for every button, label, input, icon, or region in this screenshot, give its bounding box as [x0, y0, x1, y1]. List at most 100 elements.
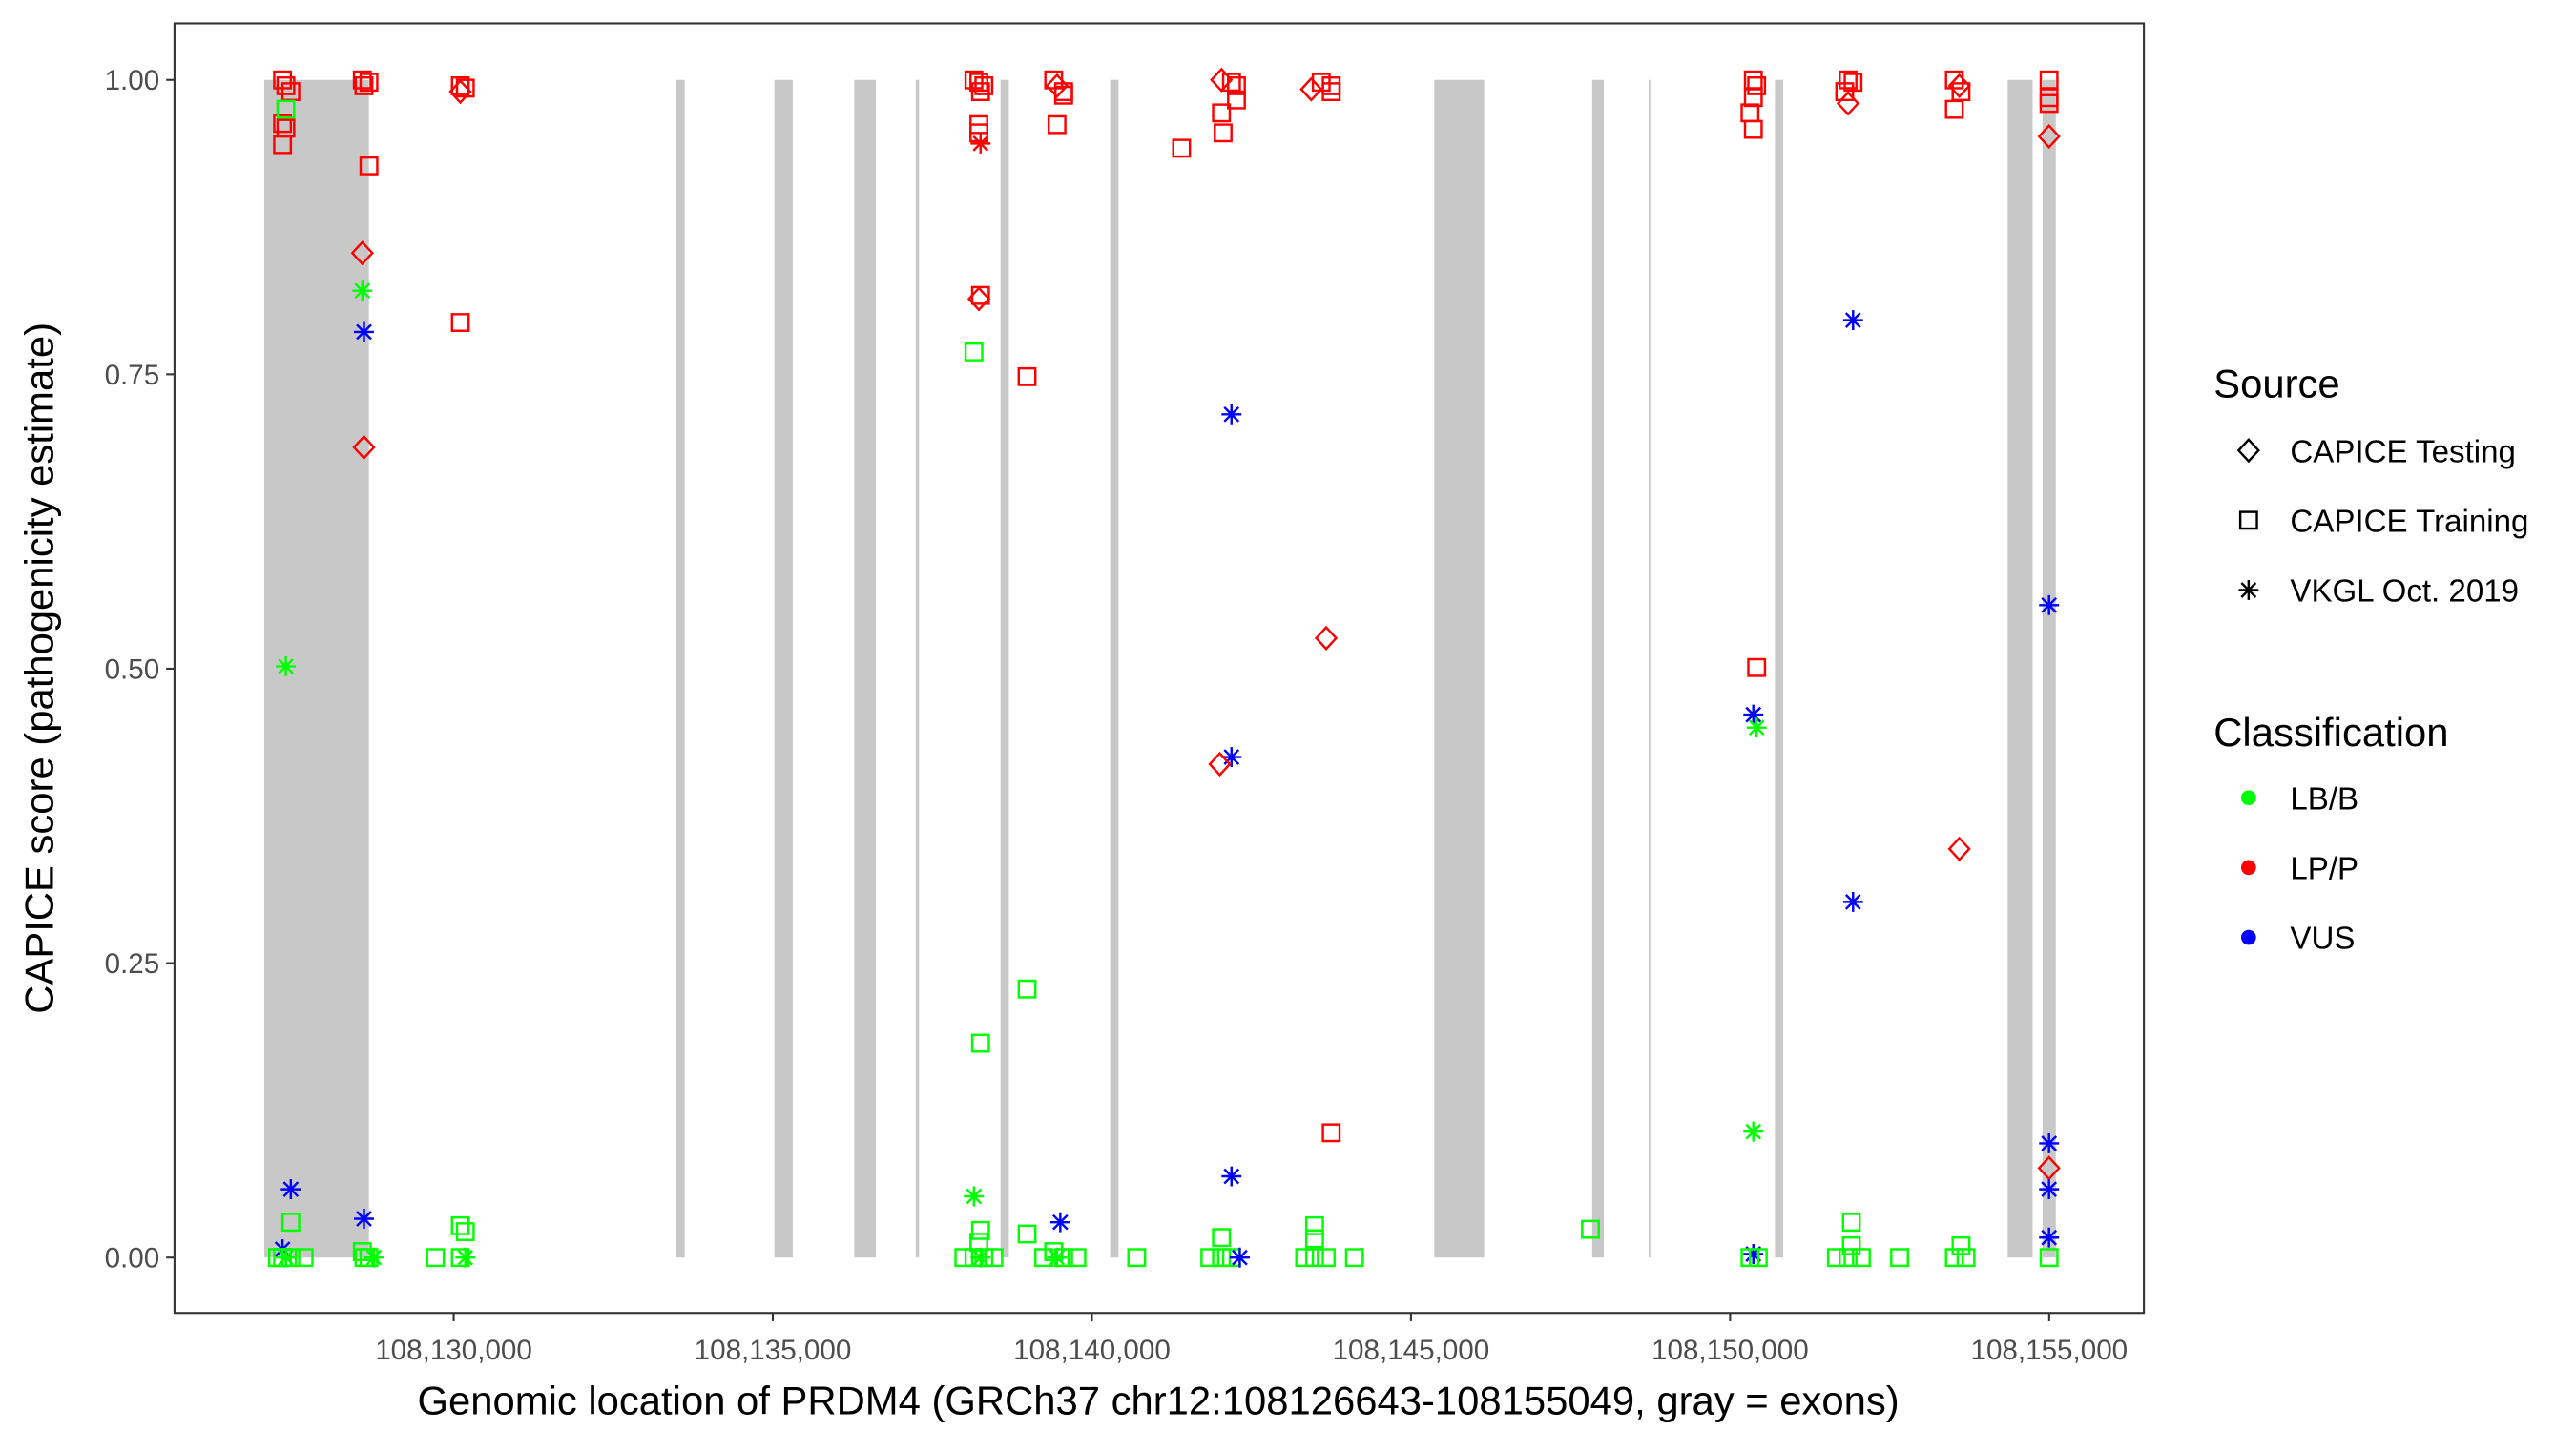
legend-square-icon: [2238, 510, 2258, 530]
point-diamond-lp-p: [352, 434, 376, 461]
point-square-lb-b: [352, 1242, 372, 1261]
point-asterisk-vus: [2039, 1227, 2060, 1248]
point-diamond-lp-p: [1045, 73, 1069, 99]
x-tick-label: 108,140,000: [1013, 1335, 1171, 1366]
exon-band: [915, 79, 920, 1258]
point-asterisk-vus: [1221, 1166, 1242, 1187]
point-square-lb-b: [1127, 1248, 1147, 1268]
point-square-lp-p: [1212, 103, 1232, 123]
exon-band: [1110, 79, 1119, 1258]
x-axis-ticks: 108,130,000 108,135,000 108,140,000 108,145…: [375, 1313, 2128, 1366]
point-asterisk-vus: [2039, 1179, 2060, 1200]
point-square-lb-b: [1053, 1248, 1073, 1268]
legend-source: Source CAPICE Testing CAPICE Training VKGL…: [2213, 361, 2528, 609]
point-square-lb-b: [974, 1248, 994, 1268]
point-square-lb-b: [1944, 1248, 1964, 1268]
point-square-lb-b: [276, 99, 296, 119]
point-square-lp-p: [970, 82, 990, 102]
point-square-lp-p: [450, 75, 470, 95]
point-square-lb-b: [1304, 1248, 1324, 1268]
point-square-lb-b: [1295, 1248, 1315, 1268]
legend-source-label: CAPICE Training: [2290, 505, 2528, 540]
point-diamond-lp-p: [350, 240, 374, 266]
point-square-lp-p: [1214, 123, 1233, 143]
legend-source-title: Source: [2213, 361, 2339, 405]
point-diamond-lp-p: [1299, 76, 1323, 102]
point-square-lp-p: [1747, 75, 1767, 95]
point-square-lb-b: [1841, 1213, 1861, 1233]
legend-source-label: CAPICE Testing: [2290, 434, 2516, 469]
x-tick-label: 108,155,000: [1970, 1335, 2128, 1366]
exon-band: [263, 79, 369, 1258]
point-square-lp-p: [359, 156, 379, 176]
point-square-lb-b: [1304, 1215, 1324, 1235]
exon-band: [1000, 79, 1009, 1258]
point-asterisk-vus: [1743, 1244, 1764, 1264]
point-square-lp-p: [1944, 99, 1964, 119]
point-asterisk-vus: [280, 1179, 301, 1200]
y-tick-label: 0.25: [105, 948, 160, 980]
exon-band: [1591, 79, 1604, 1258]
point-diamond-lp-p: [448, 78, 472, 105]
point-square-lp-p: [1747, 657, 1767, 677]
point-square-lb-b: [1841, 1235, 1861, 1255]
point-square-lb-b: [1304, 1229, 1324, 1249]
point-square-lp-p: [455, 78, 475, 98]
legend-diamond-icon: [2236, 438, 2260, 464]
point-square-lb-b: [1212, 1248, 1232, 1268]
point-asterisk-lb-b: [1746, 717, 1767, 738]
legend-dot-icon: [2241, 790, 2256, 806]
y-tick-label: 0.00: [105, 1243, 160, 1275]
point-square-lp-p: [273, 114, 293, 134]
point-square-lb-b: [280, 1213, 301, 1233]
point-asterisk-vus: [2039, 594, 2060, 615]
point-square-lp-p: [1017, 366, 1037, 386]
point-asterisk-vus: [1842, 891, 1863, 912]
point-square-lb-b: [2039, 1248, 2059, 1268]
point-square-lp-p: [964, 70, 984, 90]
point-square-lp-p: [1227, 75, 1246, 95]
point-square-lb-b: [1317, 1248, 1336, 1268]
legend-class-label: LP/P: [2290, 852, 2358, 887]
point-asterisk-lb-b: [352, 280, 373, 301]
point-asterisk-vus: [354, 321, 374, 342]
point-asterisk-vus: [1221, 404, 1242, 425]
exon-band: [1434, 79, 1485, 1258]
point-diamond-lp-p: [1210, 67, 1234, 93]
legend-class-label: VUS: [2290, 922, 2355, 957]
plot-panel-border: [173, 22, 2146, 1315]
exon-band: [774, 79, 793, 1258]
point-square-lb-b: [1839, 1248, 1858, 1268]
point-square-lb-b: [455, 1222, 475, 1241]
point-asterisk-lb-b: [276, 1247, 297, 1268]
point-diamond-lp-p: [2037, 123, 2061, 150]
point-asterisk-vus: [1049, 1212, 1070, 1233]
exon-band: [2042, 79, 2056, 1258]
point-square-lp-p: [276, 75, 296, 95]
legend-source-label: VKGL Oct. 2019: [2290, 574, 2519, 610]
exon-band: [2007, 79, 2033, 1258]
x-tick-label: 108,145,000: [1333, 1335, 1490, 1366]
point-square-lp-p: [273, 135, 293, 155]
y-tick-label: 1.00: [105, 65, 160, 96]
point-asterisk-vus: [354, 1209, 374, 1229]
point-square-lp-p: [1839, 70, 1858, 90]
point-square-lp-p: [1740, 103, 1760, 123]
point-asterisk-lp-p: [970, 133, 991, 154]
point-square-lb-b: [1067, 1248, 1087, 1268]
point-asterisk-vus: [1743, 704, 1764, 725]
point-square-lb-b: [1951, 1235, 1971, 1255]
exon-band: [854, 79, 877, 1258]
point-asterisk-lb-b: [1743, 1121, 1764, 1142]
point-square-lb-b: [1749, 1248, 1768, 1268]
y-tick-label: 0.75: [105, 360, 160, 391]
point-square-lb-b: [1017, 1224, 1037, 1244]
y-tick-label: 0.50: [105, 653, 160, 685]
exon-bands: [263, 79, 2056, 1258]
point-asterisk-vus: [1229, 1247, 1250, 1268]
point-square-lp-p: [354, 75, 374, 95]
point-square-lp-p: [1321, 1123, 1341, 1143]
point-diamond-lp-p: [1947, 73, 1971, 99]
point-asterisk-lb-b: [364, 1247, 384, 1268]
y-axis-ticks: 0.00 0.25 0.50 0.75 1.00: [105, 65, 175, 1275]
